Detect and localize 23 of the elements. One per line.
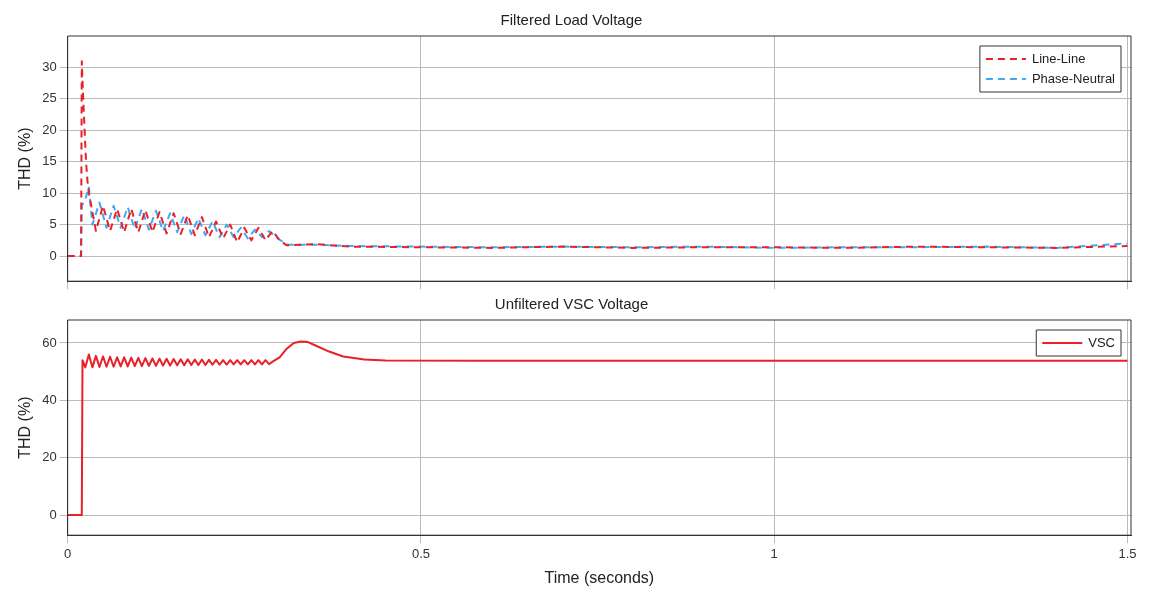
x-tick-label: 0 [64,545,72,561]
y-tick-label: 40 [42,391,57,407]
y-axis-title: THD (%) [16,127,34,190]
y-tick-label: 25 [42,90,57,106]
chart-title: Unfiltered VSC Voltage [494,295,649,313]
legend-label: Line-Line [1031,50,1086,66]
x-tick-label: 0.5 [411,545,430,561]
y-tick-label: 5 [49,216,57,232]
y-tick-label: 20 [42,121,57,137]
y-tick-label: 60 [42,334,57,350]
y-tick-label: 0 [49,247,57,263]
y-axis-title: THD (%) [16,396,34,459]
legend-label: VSC [1088,334,1115,350]
y-tick-label: 30 [42,59,57,75]
x-tick-label: 1.5 [1118,545,1137,561]
y-tick-label: 15 [42,153,57,169]
y-tick-label: 20 [42,449,57,465]
y-tick-label: 10 [42,184,57,200]
y-tick-label: 0 [49,506,57,522]
legend-label: Phase-Neutral [1031,70,1116,86]
x-tick-label: 1 [770,545,778,561]
x-axis-title: Time (seconds) [544,568,655,586]
chart-title: Filtered Load Voltage [500,11,643,29]
